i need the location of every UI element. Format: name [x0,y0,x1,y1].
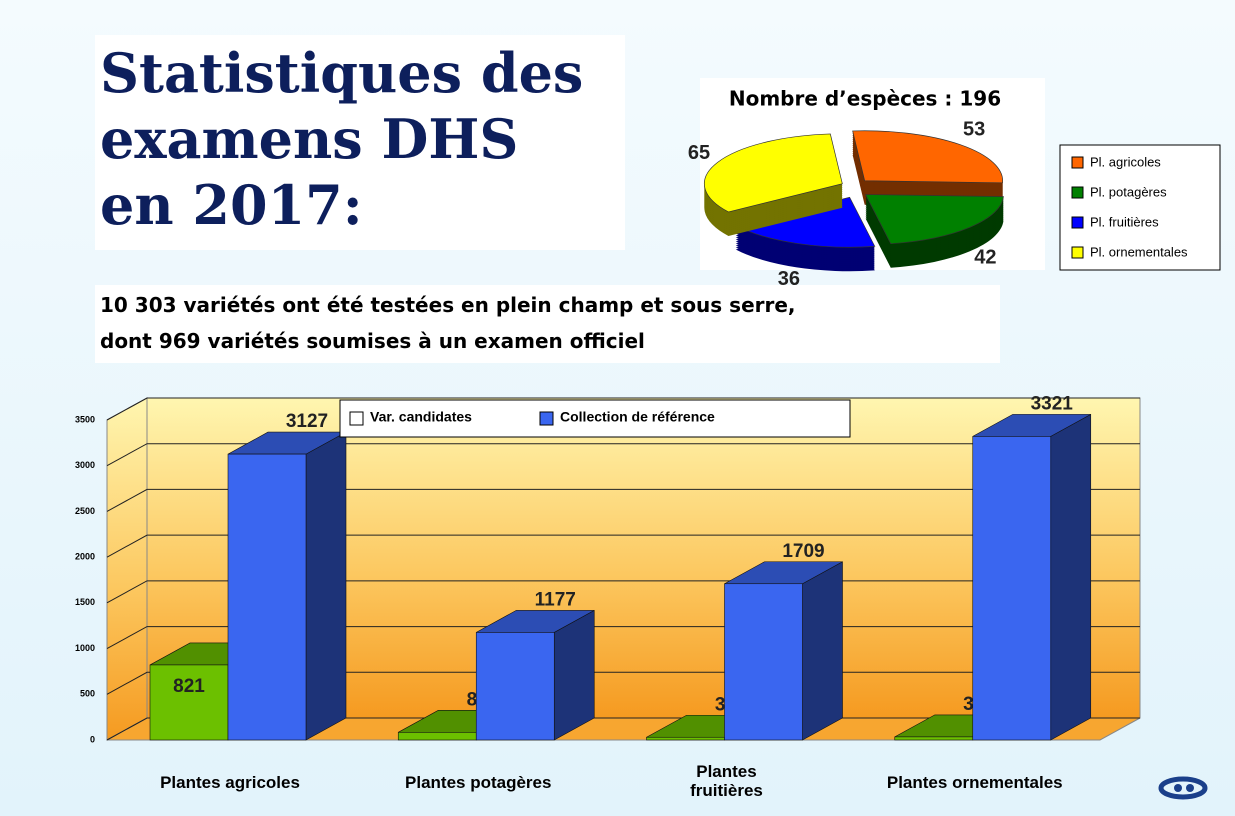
title-line: en 2017: [100,173,363,237]
bar [227,431,347,741]
title-line: examens DHS [100,107,519,171]
pie-value-label: 65 [688,142,710,164]
bar-front [475,632,555,741]
legend-swatch [1071,216,1084,229]
y-tick-label: 0 [90,734,95,744]
slide-text: 10 303 variétés ont été testées en plein… [100,287,796,359]
value-label: 3127 [286,411,328,432]
bar [475,609,595,741]
side-wall [106,397,148,741]
legend-label: Pl. ornementales [1090,244,1188,259]
grid-line [106,534,1140,558]
bar-front [724,583,803,741]
bar-front [972,436,1052,741]
grid-line [106,397,1140,421]
x-tick-label: Plantes fruitières [690,762,763,800]
bar-side [1050,413,1092,741]
bar [724,561,843,741]
x-tick-label: Plantes potagères [405,773,552,792]
y-tick-label: 3500 [75,414,95,424]
y-tick-label: 500 [80,689,95,699]
bar-front [646,736,725,741]
logo [1158,776,1208,800]
pie-value-label: 36 [778,268,800,290]
pie-value-label: 42 [974,247,996,269]
value-label: 821 [173,676,205,697]
legend-label: Pl. potagères [1090,184,1167,199]
pie-slice [852,130,1003,207]
y-tick-label: 3000 [75,460,95,470]
legend-swatch [1071,246,1084,259]
y-tick-label: 1500 [75,597,95,607]
bar-side [802,561,843,741]
text-line: 10 303 variétés ont été testées en plein… [100,293,796,317]
text-line: dont 969 variétés soumises à un examen o… [100,329,645,353]
pie-slice-top [865,194,1004,245]
grid-line [106,443,1140,467]
bar-front [894,736,974,741]
y-tick-label: 1000 [75,643,95,653]
title-line: Statistiques des [100,41,584,105]
legend-label: Collection de référence [560,409,715,425]
bar-front [397,732,477,741]
pie-slice [704,133,843,236]
legend-box [339,399,851,438]
pie-legend-box [1059,144,1221,271]
bar [972,413,1092,741]
x-tick-label: Plantes agricoles [160,773,300,792]
grid-line [106,488,1140,512]
bar-front [227,453,307,741]
x-tick-label: Plantes ornementales [886,773,1063,792]
pie-slice-top [704,133,843,213]
legend-label: Pl. agricoles [1090,154,1161,169]
legend-label: Var. candidates [370,409,472,425]
logo-dot [1186,784,1194,792]
value-label: 3321 [1031,393,1074,414]
title-box [95,35,625,250]
legend-swatch [1071,156,1084,169]
legend-swatch [539,411,554,426]
logo-dot [1174,784,1182,792]
bar-side [553,609,595,741]
value-label: 1709 [782,541,824,562]
pie-slice-top [852,130,1003,184]
pie-title: Nombre d’espèces : 196 [729,87,1001,111]
pie-value-label: 53 [963,118,985,140]
bar-side [305,431,347,741]
text-box [95,285,1000,363]
y-tick-label: 2500 [75,506,95,516]
pie-slice [734,196,876,272]
legend-label: Pl. fruitières [1090,214,1159,229]
y-tick-label: 2000 [75,552,95,562]
pie-slice [865,194,1004,268]
slide-title: Statistiques des examens DHS en 2017: [100,40,583,238]
legend-swatch [349,411,364,426]
logo-shape [1158,776,1208,800]
value-label: 1177 [535,589,576,610]
bar-front [149,664,229,741]
legend-swatch [1071,186,1084,199]
